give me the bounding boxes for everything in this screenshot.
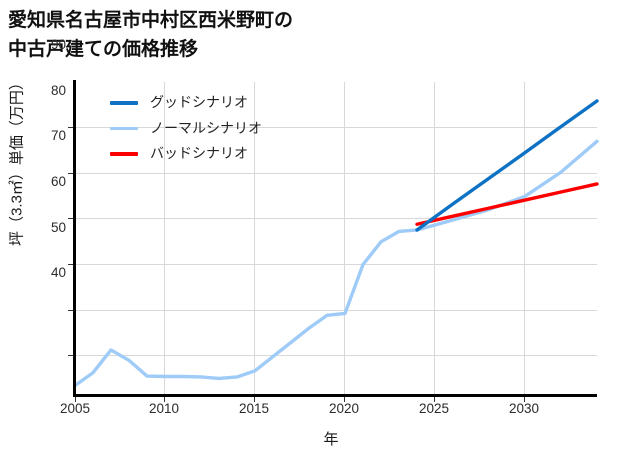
y-tick-label: 80 xyxy=(50,82,66,98)
x-tick-label: 2025 xyxy=(418,401,450,416)
x-tick-mark xyxy=(434,397,435,402)
x-tick-mark xyxy=(524,397,525,402)
y-tick-mark xyxy=(68,127,73,128)
x-tick-mark xyxy=(164,397,165,402)
legend-swatch-normal xyxy=(110,126,138,130)
x-tick-label: 2020 xyxy=(328,401,360,416)
x-tick-mark xyxy=(254,397,255,402)
y-axis-label: 坪（3.3㎡）単価（万円） xyxy=(8,75,26,246)
x-tick-mark xyxy=(75,397,76,402)
x-tick-label: 2015 xyxy=(238,401,270,416)
gridline-x-2015 xyxy=(254,82,255,395)
gridline-y-60 xyxy=(75,264,597,265)
y-tick-label: 50 xyxy=(50,219,66,235)
y-tick-mark xyxy=(68,309,73,311)
y-tick-mark xyxy=(68,172,73,174)
plot-area xyxy=(75,82,597,395)
gridline-y-50 xyxy=(75,309,597,311)
gridline-y-40 xyxy=(75,355,597,356)
y-tick-label: 90 xyxy=(50,37,66,52)
gridline-x-2010 xyxy=(164,82,165,395)
series-line-normal xyxy=(73,139,599,388)
legend-label-normal: ノーマルシナリオ xyxy=(150,119,262,136)
y-tick-label: 70 xyxy=(50,128,66,143)
legend-swatch-bad xyxy=(110,152,138,156)
x-tick-mark xyxy=(344,397,345,402)
chart-title: 愛知県名古屋市中村区西米野町の 中古戸建ての価格推移 xyxy=(8,10,294,60)
x-axis-label: 年 xyxy=(323,431,339,448)
x-tick-label: 2010 xyxy=(148,401,180,416)
y-tick-mark xyxy=(68,355,73,356)
series-line-bad xyxy=(415,182,599,226)
gridline-y-70 xyxy=(75,218,597,219)
legend-label-good: グッドシナリオ xyxy=(150,94,248,110)
gridline-x-2025 xyxy=(434,82,435,395)
x-axis-spine xyxy=(73,394,597,397)
y-tick-mark xyxy=(68,218,73,219)
y-tick-label: 40 xyxy=(50,265,66,280)
gridline-y-90 xyxy=(75,127,597,128)
legend-label-bad: バッドシナリオ xyxy=(150,145,248,161)
gridline-y-80 xyxy=(75,172,597,174)
y-tick-label: 60 xyxy=(50,174,66,189)
gridline-x-2020 xyxy=(344,82,345,395)
series-line-good xyxy=(415,99,599,232)
x-tick-label: 2005 xyxy=(59,401,91,416)
y-axis-spine xyxy=(73,80,76,397)
gridline-x-2030 xyxy=(524,82,525,395)
y-tick-mark xyxy=(68,264,73,265)
legend-swatch-good xyxy=(110,101,138,105)
x-tick-label: 2030 xyxy=(508,401,540,416)
